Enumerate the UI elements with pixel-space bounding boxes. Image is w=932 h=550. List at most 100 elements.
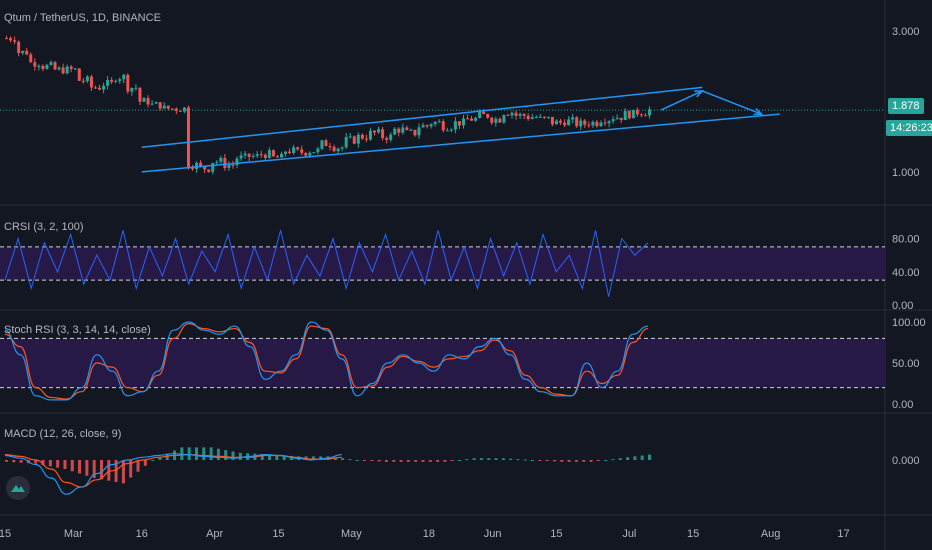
macd-histogram-bar [238,452,242,460]
candle-body [267,150,271,159]
macd-histogram-bar [114,460,118,483]
macd-histogram-bar [41,460,45,465]
macd-histogram-bar [275,455,279,460]
macd-histogram-bar [158,456,162,460]
candle-body [356,134,360,144]
macd-histogram-bar [640,455,644,460]
candle-body [364,138,368,140]
candle-body [158,102,162,109]
countdown-tag: 14:26:23 [886,120,932,136]
candle-body [150,103,154,105]
candle-body [320,140,324,149]
candle-body [138,87,142,102]
candle-body [53,62,57,70]
symbol-title[interactable]: Qtum / TetherUS, 1D, BINANCE [4,12,161,24]
macd-histogram-bar [582,460,586,462]
macd-histogram-bar [450,460,454,461]
candle-body [603,122,607,124]
candle-body [57,67,61,70]
x-axis-tick: Jul [622,528,636,540]
macd-histogram-bar [618,458,622,460]
candle-body [639,114,643,116]
macd-histogram-bar [56,460,60,468]
macd-label[interactable]: MACD (12, 26, close, 9) [4,428,122,440]
x-axis-tick: Mar [64,528,83,540]
candle-body [571,117,575,120]
x-axis-tick: 18 [423,528,435,540]
candle-body [401,127,405,133]
candle-body [506,115,510,117]
macd-histogram-bar [260,454,264,460]
candle-body [635,109,639,115]
crsi-axis-tick: 0.00 [892,300,913,312]
candle-body [296,147,300,150]
candle-body [425,125,429,127]
candle-body [344,136,348,148]
x-axis-tick: Apr [206,528,223,540]
candle-body [526,115,530,120]
candle-body [627,111,631,119]
candle-body [437,121,441,123]
projection-arrowhead-up [694,90,705,98]
macd-histogram-bar [531,460,535,461]
candle-body [247,153,251,157]
candle-body [348,136,352,138]
candle-body [575,117,579,127]
macd-histogram-bar [63,460,67,469]
macd-histogram-bar [428,460,432,462]
candle-body [203,166,207,170]
candle-body [490,117,494,123]
candle-body [417,127,421,136]
candle-body [118,79,122,81]
candle-body [114,80,118,82]
candle-body [215,161,219,163]
candle-body [421,125,425,128]
candle-body [312,152,316,154]
stoch-d-line [4,323,649,400]
x-axis-tick: 15 [0,528,11,540]
macd-histogram-bar [99,460,103,480]
candle-body [470,118,474,121]
candle-body [89,76,93,88]
candle-body [288,151,292,153]
candle-body [554,120,558,125]
logo-icon[interactable] [6,476,30,500]
stoch-axis-tick: 0.00 [892,399,913,411]
crsi-label[interactable]: CRSI (3, 2, 100) [4,221,84,233]
candle-body [235,158,239,166]
candle-body [21,50,25,53]
price-axis-tick: 3.000 [892,26,920,38]
candle-body [126,74,130,92]
candle-body [300,149,304,153]
macd-histogram-bar [48,460,52,467]
x-axis-tick: 15 [687,528,699,540]
macd-histogram-bar [107,460,111,481]
candle-body [542,116,546,118]
stoch-axis-tick: 50.00 [892,358,920,370]
macd-histogram-bar [648,454,651,460]
candle-body [546,116,550,118]
candle-body [457,121,461,126]
candle-body [223,157,227,169]
macd-histogram-bar [121,460,125,484]
stoch-rsi-label[interactable]: Stoch RSI (3, 3, 14, 14, close) [4,324,151,336]
candle-body [292,147,296,153]
candle-body [25,50,29,55]
macd-histogram-bar [151,460,155,461]
candle-body [381,129,385,139]
candle-body [385,138,389,140]
candle-body [482,111,486,115]
candle-body [449,129,453,131]
candle-body [579,120,583,127]
macd-histogram-bar [333,457,337,460]
macd-histogram-bar [78,460,82,474]
macd-histogram-bar [574,460,578,462]
macd-histogram-bar [370,460,374,461]
candle-body [615,117,619,120]
candle-body [5,38,8,40]
candle-body [352,136,356,144]
candle-body [474,117,478,121]
candle-body [211,162,215,172]
macd-histogram-bar [311,456,315,460]
